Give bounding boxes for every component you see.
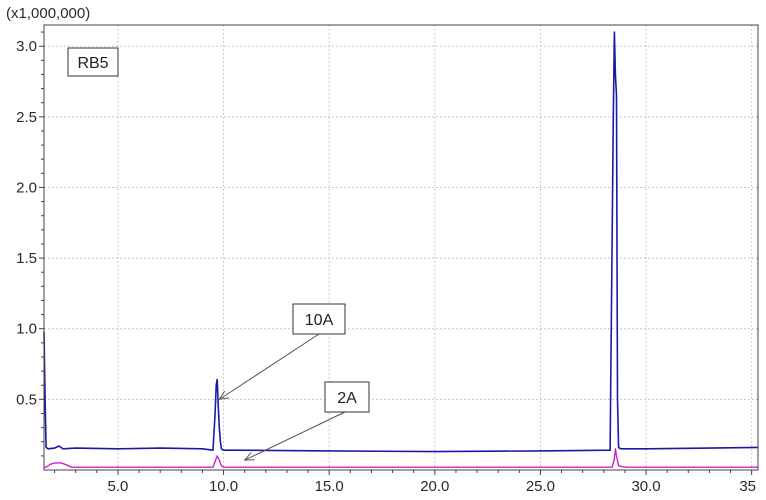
annotation-label: 2A: [337, 390, 357, 407]
y-tick-label: 2.5: [16, 109, 37, 126]
annotation-arrowhead: [243, 452, 255, 461]
x-tick-label: 35: [739, 478, 756, 495]
x-tick-label: 20.0: [420, 478, 449, 495]
series-group: [43, 31, 759, 468]
annotation-arrow-line: [219, 333, 320, 400]
x-tick-label: 15.0: [315, 478, 344, 495]
y-axis: 0.5 1.0 1.5 2.0 2.5 3.0: [16, 31, 44, 457]
series-line-2: [44, 448, 758, 468]
series-line-1: [43, 31, 759, 453]
annotations: RB5 10A 2A: [67, 47, 370, 461]
y-tick-label: 3.0: [16, 38, 37, 55]
y-tick-label: 1.5: [16, 250, 37, 267]
sample-label: RB5: [77, 55, 108, 72]
annotation-arrowhead: [218, 390, 230, 401]
x-axis: 5.0 10.0 15.0 20.0 25.0 30.0 35: [54, 470, 756, 495]
x-tick-label: 25.0: [526, 478, 555, 495]
x-tick-label: 10.0: [209, 478, 238, 495]
x-tick-label: 5.0: [108, 478, 129, 495]
annotation-box: [292, 303, 346, 335]
annotation-label: 10A: [305, 312, 334, 329]
annotation-box: [324, 381, 370, 413]
y-tick-label: 1.0: [16, 321, 37, 338]
y-tick-label: 0.5: [16, 391, 37, 408]
y-tick-label: 2.0: [16, 179, 37, 196]
sample-label-box: [67, 47, 119, 77]
annotation-arrow-line: [244, 411, 346, 461]
y-multiplier-label: (x1,000,000): [6, 5, 90, 22]
grid: [44, 25, 758, 470]
plot-frame: [43, 24, 759, 471]
x-tick-label: 30.0: [631, 478, 660, 495]
